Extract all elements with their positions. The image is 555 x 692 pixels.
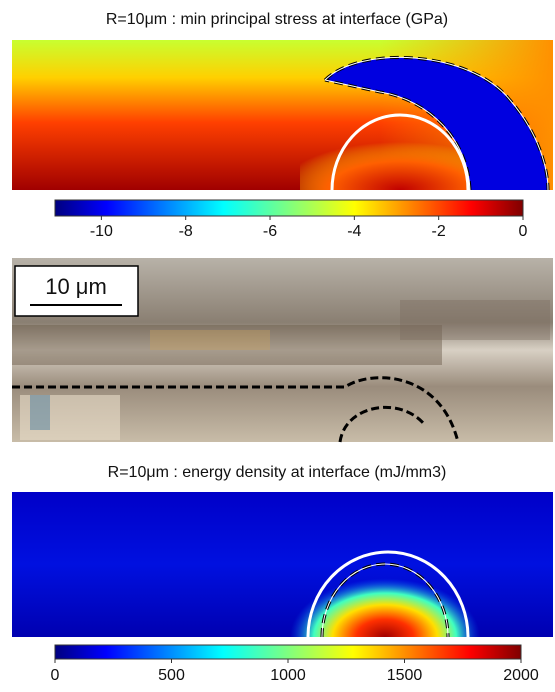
tick-label: 2000 — [503, 667, 539, 684]
colorbar-axis: -10 -8 -6 -4 -2 0 — [90, 216, 528, 240]
tick-label: -2 — [432, 223, 446, 240]
tick-label: 0 — [51, 667, 60, 684]
tick-label: -10 — [90, 223, 113, 240]
stress-map — [12, 40, 553, 191]
scale-bar-label: 10 μm — [45, 274, 107, 299]
colorbar — [54, 644, 522, 660]
colorbar-axis: 0 500 1000 1500 2000 — [51, 659, 539, 684]
tick-label: 1000 — [270, 667, 306, 684]
panel-title: R=10μm : energy density at interface (mJ… — [108, 464, 447, 481]
energy-map — [12, 492, 553, 638]
tick-label: -4 — [347, 223, 361, 240]
tick-label: 500 — [158, 667, 185, 684]
tick-label: -8 — [179, 223, 193, 240]
tick-label: 1500 — [387, 667, 423, 684]
panel-title: R=10μm : min principal stress at interfa… — [106, 11, 448, 28]
micrograph: 10 μm — [12, 258, 553, 443]
colorbar — [54, 199, 524, 217]
tick-label: 0 — [519, 223, 528, 240]
tick-label: -6 — [263, 223, 277, 240]
